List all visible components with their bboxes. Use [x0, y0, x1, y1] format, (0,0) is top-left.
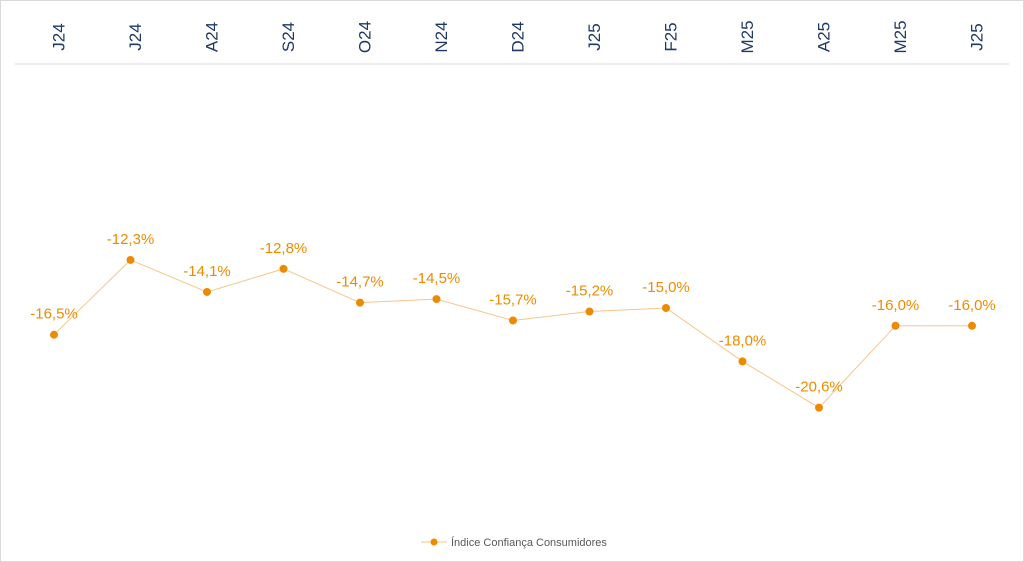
data-label: -12,8%: [260, 240, 308, 257]
x-tick-label: M25: [891, 20, 910, 53]
data-label: -14,5%: [413, 270, 461, 287]
x-tick-label: J24: [49, 23, 68, 50]
data-point: [738, 357, 747, 366]
data-points: [50, 255, 976, 412]
data-label: -16,5%: [30, 306, 78, 323]
x-tick-label: A25: [814, 22, 833, 52]
data-label: -20,6%: [795, 379, 843, 396]
x-tick-label: N24: [432, 21, 451, 52]
data-point: [509, 316, 517, 325]
data-label: -15,2%: [566, 283, 614, 300]
data-label: -16,0%: [872, 297, 920, 314]
x-tick-label: A24: [202, 22, 221, 52]
data-point: [585, 307, 594, 316]
data-point: [356, 298, 364, 307]
legend: Índice Confiança Consumidores: [421, 536, 607, 549]
data-point: [968, 321, 976, 330]
data-label: -15,0%: [642, 279, 690, 296]
legend-label: Índice Confiança Consumidores: [451, 536, 607, 549]
data-point: [891, 321, 900, 330]
data-label: -14,7%: [336, 274, 384, 291]
data-labels: -16,5% -12,3% -14,1% -12,8% -14,7% -14,5% -15,…: [30, 231, 996, 396]
data-label: -18,0%: [719, 332, 767, 349]
x-tick-label: M25: [738, 20, 757, 53]
data-label: -12,3%: [107, 231, 155, 248]
x-axis-tick-labels: J24 J24 A24 S24 O24 N24 D24 J25 F25 M25 A25 M25 J25: [49, 20, 986, 53]
data-point: [50, 330, 58, 339]
x-tick-label: S24: [279, 22, 298, 52]
data-point: [662, 304, 670, 312]
data-point: [126, 255, 135, 264]
x-tick-label: O24: [355, 21, 374, 53]
data-label: -16,0%: [948, 297, 996, 314]
x-tick-label: J25: [967, 23, 986, 50]
data-point: [203, 287, 211, 296]
data-point: [279, 264, 288, 273]
data-label: -15,7%: [489, 291, 537, 308]
data-point: [815, 403, 823, 412]
x-tick-label: J25: [585, 23, 604, 50]
x-tick-label: D24: [508, 21, 527, 52]
legend-marker: [430, 538, 438, 546]
data-point: [432, 295, 441, 304]
data-label: -14,1%: [183, 263, 231, 280]
x-tick-label: J24: [126, 23, 145, 50]
x-tick-label: F25: [661, 22, 680, 51]
